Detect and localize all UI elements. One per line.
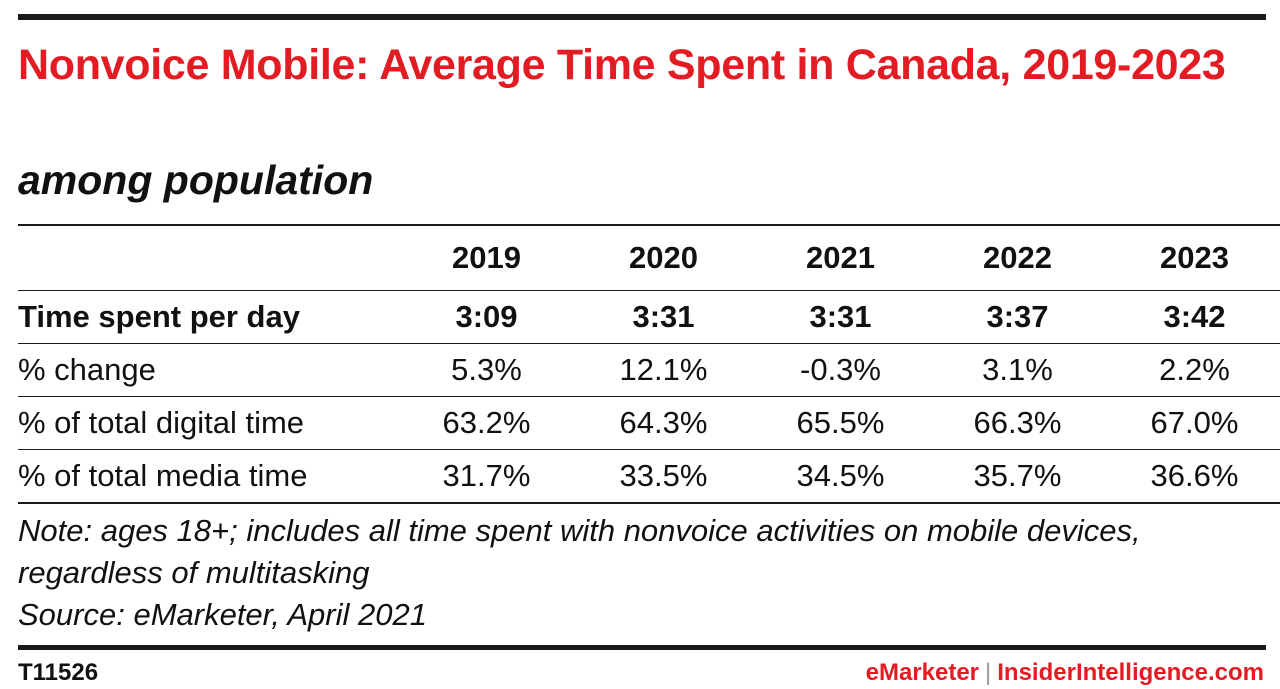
- source-text: Source: eMarketer, April 2021: [18, 597, 427, 632]
- data-table-container: 2019 2020 2021 2022 2023 Time spent per day 3…: [18, 224, 1280, 504]
- table-cell: 3.1%: [982, 352, 1053, 387]
- brand-insider-intelligence: InsiderIntelligence.com: [997, 659, 1264, 686]
- table-row: Time spent per day 3:09 3:31 3:31 3:37 3:42: [18, 290, 1280, 344]
- table-row: % of total digital time 63.2% 64.3% 65.5% 66…: [18, 396, 1280, 450]
- table-cell: 65.5%: [796, 405, 885, 440]
- table-body: Time spent per day 3:09 3:31 3:31 3:37 3:42 % …: [18, 290, 1280, 503]
- row-label: Time spent per day: [18, 299, 300, 334]
- table-row: % change 5.3% 12.1% -0.3% 3.1% 2.2%: [18, 343, 1280, 397]
- table-cell: 66.3%: [973, 405, 1062, 440]
- table-cell: 2.2%: [1159, 352, 1230, 387]
- table-cell: 3:37: [986, 299, 1049, 334]
- bottom-rule: [18, 645, 1266, 650]
- column-header-2020: 2020: [629, 240, 698, 275]
- table-cell: 35.7%: [973, 458, 1062, 493]
- brand-separator: |: [985, 659, 992, 686]
- brand-emarketer: eMarketer: [865, 659, 980, 686]
- table-header-corner: [18, 225, 398, 291]
- note-text: Note: ages 18+; includes all time spent …: [18, 513, 1141, 590]
- column-header-2022: 2022: [983, 240, 1052, 275]
- table-cell: 34.5%: [796, 458, 885, 493]
- table-row: % of total media time 31.7% 33.5% 34.5% 35.7…: [18, 449, 1280, 503]
- row-label: % change: [18, 352, 156, 387]
- column-header-2021: 2021: [806, 240, 875, 275]
- top-rule: [18, 14, 1266, 20]
- table-cell: 67.0%: [1150, 405, 1239, 440]
- column-header-2023: 2023: [1160, 240, 1229, 275]
- chart-subtitle: among population: [18, 157, 374, 203]
- row-label: % of total media time: [18, 458, 308, 493]
- table-cell: 3:42: [1163, 299, 1226, 334]
- table-cell: 33.5%: [619, 458, 708, 493]
- chart-title: Nonvoice Mobile: Average Time Spent in C…: [18, 41, 1226, 89]
- row-label: % of total digital time: [18, 405, 305, 440]
- table-cell: 3:09: [455, 299, 518, 334]
- brand-footer: eMarketer | InsiderIntelligence.com: [866, 659, 1264, 687]
- table-cell: 64.3%: [619, 405, 708, 440]
- data-table: 2019 2020 2021 2022 2023 Time spent per day 3…: [18, 224, 1280, 504]
- chart-id: T11526: [18, 659, 99, 686]
- table-header-row: 2019 2020 2021 2022 2023: [18, 225, 1280, 291]
- table-cell: 3:31: [809, 299, 872, 334]
- column-header-2019: 2019: [452, 240, 521, 275]
- table-cell: 36.6%: [1150, 458, 1239, 493]
- table-cell: -0.3%: [800, 352, 881, 387]
- table-cell: 5.3%: [451, 352, 522, 387]
- table-cell: 63.2%: [442, 405, 531, 440]
- notes-block: Note: ages 18+; includes all time spent …: [18, 510, 1258, 636]
- table-cell: 12.1%: [619, 352, 708, 387]
- table-cell: 31.7%: [442, 458, 531, 493]
- table-cell: 3:31: [632, 299, 695, 334]
